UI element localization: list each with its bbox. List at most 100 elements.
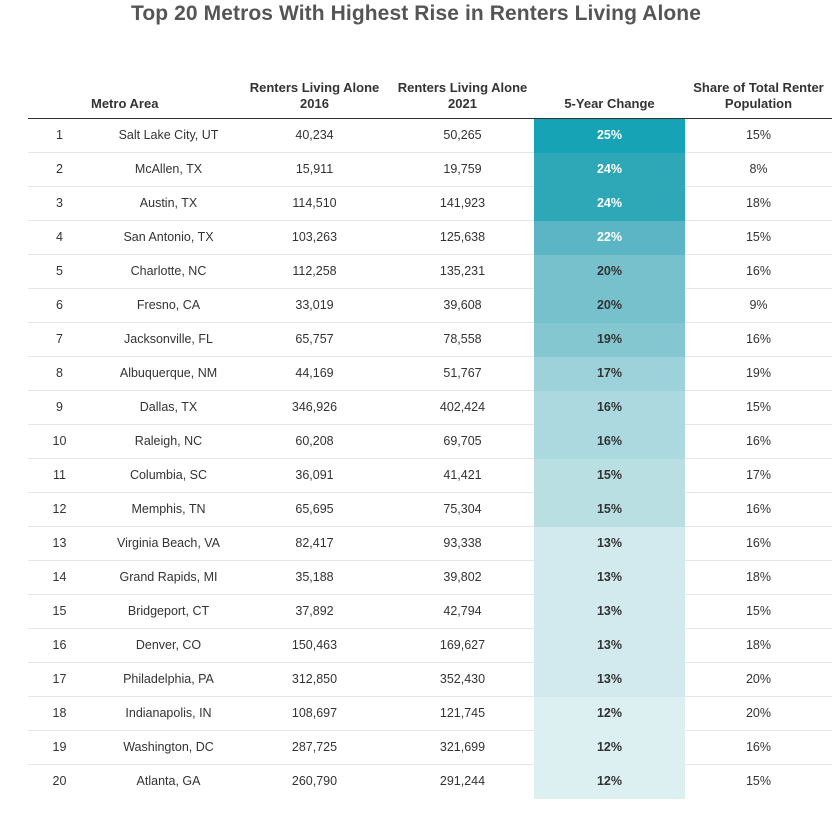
- share-cell: 18%: [685, 186, 832, 221]
- table-row: 9 Dallas, TX 346,926 402,424 16% 15%: [28, 390, 832, 425]
- table-row: 16 Denver, CO 150,463 169,627 13% 18%: [28, 628, 832, 663]
- share-cell: 18%: [685, 560, 832, 595]
- metro-area-cell: Austin, TX: [91, 186, 246, 221]
- share-cell: 9%: [685, 288, 832, 323]
- share-cell: 16%: [685, 322, 832, 357]
- renters-2016-cell: 65,757: [246, 322, 391, 357]
- five-year-change-cell: 19%: [534, 322, 685, 357]
- table-body: 1 Salt Lake City, UT 40,234 50,265 25% 15% 2 Mc…: [28, 118, 832, 799]
- share-cell: 20%: [685, 696, 832, 731]
- share-cell: 15%: [685, 594, 832, 629]
- five-year-change-cell: 20%: [534, 288, 685, 323]
- rank-cell: 5: [28, 254, 91, 289]
- rank-cell: 19: [28, 730, 91, 765]
- renters-2021-cell: 69,705: [391, 424, 534, 459]
- five-year-change-cell: 16%: [534, 390, 685, 425]
- five-year-change-cell: 16%: [534, 424, 685, 459]
- five-year-change-cell: 13%: [534, 560, 685, 595]
- rank-cell: 4: [28, 220, 91, 255]
- metro-area-cell: Virginia Beach, VA: [91, 526, 246, 561]
- header-renters-2021: Renters Living Alone 2021: [391, 78, 534, 119]
- header-metro-area: Metro Area: [91, 78, 246, 119]
- metro-area-cell: Jacksonville, FL: [91, 322, 246, 357]
- rank-cell: 7: [28, 322, 91, 357]
- five-year-change-cell: 22%: [534, 220, 685, 255]
- five-year-change-cell: 12%: [534, 764, 685, 799]
- five-year-change-cell: 13%: [534, 526, 685, 561]
- table-row: 10 Raleigh, NC 60,208 69,705 16% 16%: [28, 424, 832, 459]
- table-row: 4 San Antonio, TX 103,263 125,638 22% 15%: [28, 220, 832, 255]
- five-year-change-cell: 13%: [534, 594, 685, 629]
- renters-2016-cell: 287,725: [246, 730, 391, 765]
- metro-area-cell: Denver, CO: [91, 628, 246, 663]
- share-cell: 15%: [685, 220, 832, 255]
- five-year-change-cell: 25%: [534, 118, 685, 153]
- renters-2021-cell: 352,430: [391, 662, 534, 697]
- rank-cell: 13: [28, 526, 91, 561]
- renters-2021-cell: 135,231: [391, 254, 534, 289]
- rank-cell: 15: [28, 594, 91, 629]
- renters-2016-cell: 44,169: [246, 356, 391, 391]
- header-renters-2016: Renters Living Alone 2016: [246, 78, 391, 119]
- renters-2021-cell: 169,627: [391, 628, 534, 663]
- table-row: 8 Albuquerque, NM 44,169 51,767 17% 19%: [28, 356, 832, 391]
- table-row: 6 Fresno, CA 33,019 39,608 20% 9%: [28, 288, 832, 323]
- table-row: 1 Salt Lake City, UT 40,234 50,265 25% 15%: [28, 118, 832, 153]
- metro-area-cell: Dallas, TX: [91, 390, 246, 425]
- metro-area-cell: Fresno, CA: [91, 288, 246, 323]
- renters-2016-cell: 260,790: [291, 774, 338, 789]
- table-row: 7 Jacksonville, FL 65,757 78,558 19% 16%: [28, 322, 832, 357]
- table-row: 15 Bridgeport, CT 37,892 42,794 13% 15%: [28, 594, 832, 629]
- table-row: 11 Columbia, SC 36,091 41,421 15% 17%: [28, 458, 832, 493]
- share-cell: 16%: [685, 526, 832, 561]
- rank-cell: 6: [28, 288, 91, 323]
- table-row: 3 Austin, TX 114,510 141,923 24% 18%: [28, 186, 832, 221]
- rank-cell: 14: [28, 560, 91, 595]
- renters-2021-cell: 42,794: [391, 594, 534, 629]
- renters-2021-cell: 125,638: [391, 220, 534, 255]
- metro-area-cell: Columbia, SC: [91, 458, 246, 493]
- renters-2021-cell: 19,759: [391, 152, 534, 187]
- renters-2021-cell: 321,699: [391, 730, 534, 765]
- rank-cell: 16: [28, 628, 91, 663]
- renters-2016-cell: 114,510: [246, 186, 391, 221]
- five-year-change-cell: 24%: [534, 152, 685, 187]
- chart-title: Top 20 Metros With Highest Rise in Rente…: [130, 2, 702, 25]
- rank-cell: 9: [28, 390, 91, 425]
- metro-area-cell: Indianapolis, IN: [91, 696, 246, 731]
- renters-2016-cell: 82,417: [246, 526, 391, 561]
- share-cell: 8%: [685, 152, 832, 187]
- five-year-change-cell: 12%: [534, 730, 685, 765]
- renters-2021-cell: 51,767: [391, 356, 534, 391]
- metro-area-cell: Albuquerque, NM: [91, 356, 246, 391]
- metro-area-cell: San Antonio, TX: [91, 220, 246, 255]
- share-cell: 16%: [685, 492, 832, 527]
- header-share-total-renter: Share of Total Renter Population: [685, 78, 832, 119]
- renters-2021-cell: 93,338: [391, 526, 534, 561]
- five-year-change-cell: 12%: [534, 696, 685, 731]
- renters-2016-cell: 35,188: [246, 560, 391, 595]
- rank-cell: 17: [28, 662, 91, 697]
- renters-2021-cell: 75,304: [391, 492, 534, 527]
- renters-2021-cell: 402,424: [391, 390, 534, 425]
- renters-2016-cell: 108,697: [246, 696, 391, 731]
- renters-2016-cell: 112,258: [246, 254, 391, 289]
- renters-2016-cell: 60,208: [246, 424, 391, 459]
- table-row: 5 Charlotte, NC 112,258 135,231 20% 16%: [28, 254, 832, 289]
- metro-area-cell: Salt Lake City, UT: [91, 118, 246, 153]
- five-year-change-cell: 15%: [534, 492, 685, 527]
- share-cell: 15%: [685, 118, 832, 153]
- table-row: 18 Indianapolis, IN 108,697 121,745 12% 20%: [28, 696, 832, 731]
- share-cell: 15%: [685, 390, 832, 425]
- table-header-row: Metro Area Renters Living Alone 2016 Ren…: [28, 78, 832, 119]
- metro-area-cell: Atlanta, GA: [136, 774, 201, 789]
- share-cell: 17%: [685, 458, 832, 493]
- rank-cell: 1: [28, 118, 91, 153]
- metros-table: Metro Area Renters Living Alone 2016 Ren…: [28, 78, 832, 799]
- rank-cell: 12: [28, 492, 91, 527]
- renters-2021-cell: 41,421: [391, 458, 534, 493]
- five-year-change-cell: 13%: [534, 628, 685, 663]
- table-row: 13 Virginia Beach, VA 82,417 93,338 13% 16%: [28, 526, 832, 561]
- share-cell: 19%: [685, 356, 832, 391]
- metro-area-cell: Raleigh, NC: [91, 424, 246, 459]
